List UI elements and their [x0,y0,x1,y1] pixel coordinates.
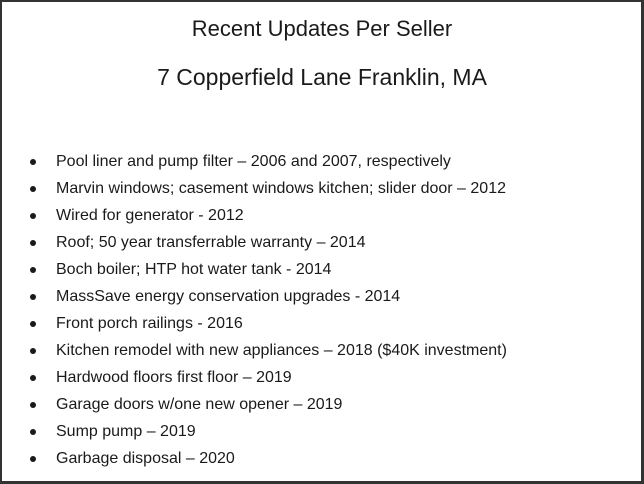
list-item-text: Wired for generator - 2012 [56,206,244,224]
list-item-text: Sump pump – 2019 [56,422,196,440]
list-item: Garbage disposal – 2020 [30,445,507,472]
bullet-icon [30,185,36,192]
bullet-icon [30,401,36,408]
list-item-text: Kitchen remodel with new appliances – 20… [56,341,507,359]
list-item-text: Garbage disposal – 2020 [56,449,235,467]
bullet-icon [30,320,36,327]
list-item: Marvin windows; casement windows kitchen… [30,175,507,202]
list-item-text: Boch boiler; HTP hot water tank - 2014 [56,260,332,278]
list-item: Garage doors w/one new opener – 2019 [30,391,507,418]
list-item: Hardwood floors first floor – 2019 [30,364,507,391]
updates-list: Pool liner and pump filter – 2006 and 20… [30,148,507,472]
list-item: Wired for generator - 2012 [30,202,507,229]
bullet-icon [30,374,36,381]
list-item: Front porch railings - 2016 [30,310,507,337]
list-item-text: Front porch railings - 2016 [56,314,243,332]
bullet-icon [30,455,36,462]
list-item-text: Roof; 50 year transferrable warranty – 2… [56,233,366,251]
list-item-text: MassSave energy conservation upgrades - … [56,287,401,305]
bullet-icon [30,347,36,354]
bullet-icon [30,239,36,246]
bullet-icon [30,212,36,219]
list-item-text: Garage doors w/one new opener – 2019 [56,395,343,413]
list-item: Sump pump – 2019 [30,418,507,445]
bullet-icon [30,293,36,300]
bullet-icon [30,266,36,273]
list-item: Kitchen remodel with new appliances – 20… [30,337,507,364]
list-item-text: Marvin windows; casement windows kitchen… [56,179,506,197]
list-item: MassSave energy conservation upgrades - … [30,283,507,310]
list-item: Roof; 50 year transferrable warranty – 2… [30,229,507,256]
list-item-text: Pool liner and pump filter – 2006 and 20… [56,152,451,170]
list-item: Pool liner and pump filter – 2006 and 20… [30,148,507,175]
document-title: Recent Updates Per Seller [191,16,453,41]
property-address: 7 Copperfield Lane Franklin, MA [157,64,487,90]
list-item: Boch boiler; HTP hot water tank - 2014 [30,256,507,283]
bullet-icon [30,158,36,165]
list-item-text: Hardwood floors first floor – 2019 [56,368,292,386]
bullet-icon [30,428,36,435]
